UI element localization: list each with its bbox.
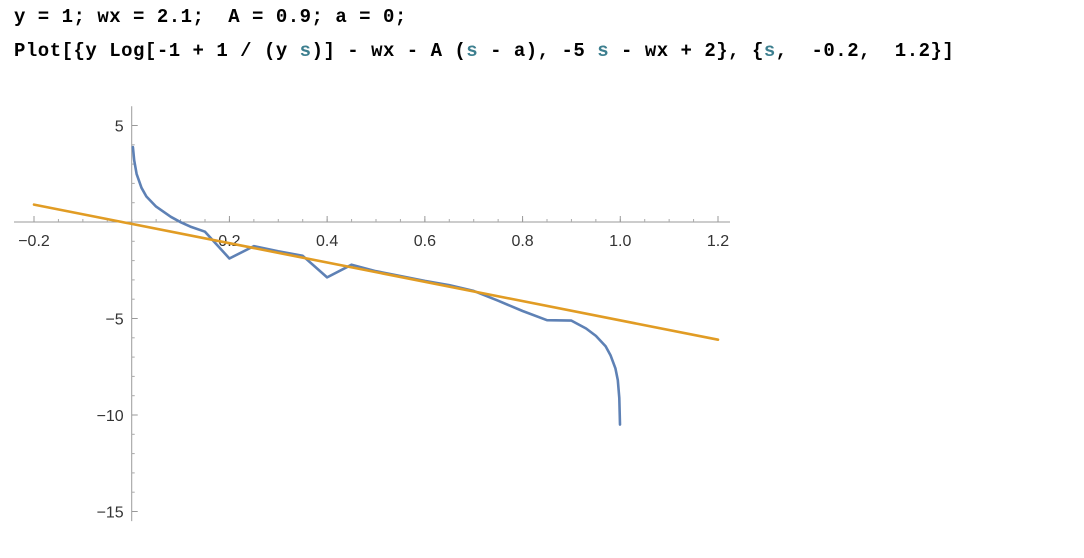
x-tick-label: 1.0	[609, 233, 631, 250]
y-tick-label: −15	[97, 505, 124, 522]
y-tick-label: −5	[105, 312, 123, 329]
series-linear-line	[34, 205, 718, 340]
y-tick-label: 5	[115, 119, 124, 136]
x-tick-label: 0.4	[316, 233, 338, 250]
x-tick-label: 1.2	[707, 233, 729, 250]
x-tick-label: 0.8	[511, 233, 533, 250]
series-log-curve	[133, 147, 620, 425]
y-tick-label: −10	[97, 408, 124, 425]
x-tick-label: −0.2	[18, 233, 50, 250]
x-tick-label: 0.6	[414, 233, 436, 250]
